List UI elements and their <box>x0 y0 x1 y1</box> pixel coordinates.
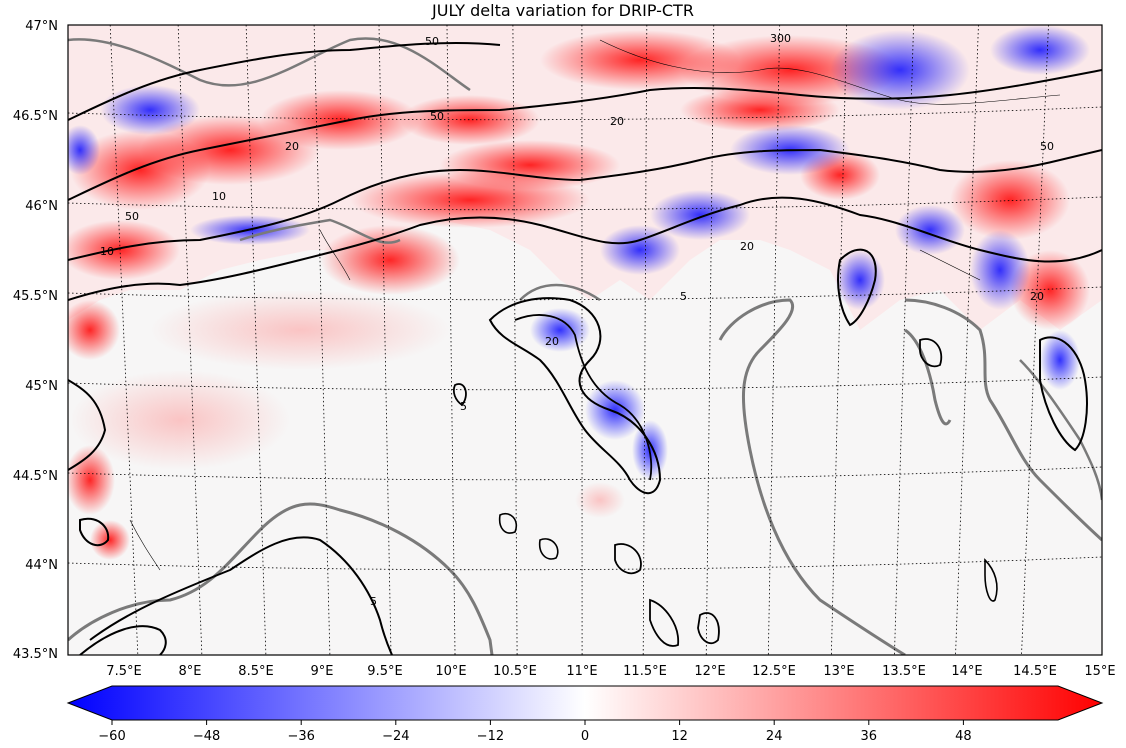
meridian-line <box>830 24 848 656</box>
colorbar-tick-label: 12 <box>671 729 688 744</box>
contour-label: 20 <box>545 335 559 348</box>
colorbar-tick-label: −36 <box>287 729 314 744</box>
lon-tick-label: 12.5°E <box>752 664 796 679</box>
lat-tick-label: 44°N <box>25 558 58 573</box>
contour-label: 20 <box>285 140 299 153</box>
lon-tick-label: 9.5°E <box>367 664 402 679</box>
meridian-line <box>512 24 518 656</box>
lon-tick-label: 10°E <box>435 664 466 679</box>
lon-tick-label: 10.5°E <box>493 664 537 679</box>
lon-tick-label: 9°E <box>311 664 334 679</box>
map-frame <box>67 24 1103 656</box>
lat-tick-label: 44.5°N <box>13 469 58 484</box>
contour-label: 50 <box>430 110 444 123</box>
colorbar-tick-label: −24 <box>382 729 409 744</box>
lon-tick-label: 8.5°E <box>238 664 273 679</box>
meridian-line <box>378 24 392 656</box>
contour-label: 20 <box>740 240 754 253</box>
contour-label: 300 <box>770 32 791 45</box>
colorbar-bar <box>66 685 1104 721</box>
contour-label: 5 <box>460 400 467 413</box>
meridian-line <box>109 24 139 656</box>
latitude-axis: 47°N 46.5°N 46°N 45.5°N 45°N 44.5°N 44°N… <box>13 19 58 662</box>
contour-label: 50 <box>425 35 439 48</box>
parallel-line <box>67 286 1103 301</box>
parallel-line <box>67 556 1103 571</box>
lat-tick-label: 45.5°N <box>13 289 58 304</box>
colorbar-tick-label: −12 <box>477 729 504 744</box>
colorbar-tick-label: 36 <box>861 729 878 744</box>
lon-tick-label: 7.5°E <box>106 664 141 679</box>
map-title: JULY delta variation for DRIP-CTR <box>432 1 694 20</box>
colorbar-tick-label: −48 <box>193 729 220 744</box>
contour-label: 10 <box>212 190 226 203</box>
contour-label-group: 5 5 5 10 10 20 20 20 20 20 50 50 50 50 3… <box>100 32 1054 608</box>
lon-tick-label: 12°E <box>694 664 725 679</box>
longitude-axis: 7.5°E 8°E 8.5°E 9°E 9.5°E 10°E 10.5°E 11… <box>106 664 1115 679</box>
colorbar-tick-label: 24 <box>766 729 783 744</box>
lon-tick-label: 13°E <box>823 664 854 679</box>
meridian-line <box>642 24 648 656</box>
meridian-line <box>705 24 715 656</box>
lon-tick-label: 11.5°E <box>623 664 667 679</box>
lon-tick-label: 8°E <box>179 664 202 679</box>
parallel-line <box>67 106 1103 121</box>
contour-label: 10 <box>100 245 114 258</box>
colorbar-tick-label: −60 <box>98 729 125 744</box>
meridian-line <box>1021 24 1049 656</box>
lat-tick-label: 47°N <box>25 19 58 34</box>
contour-label: 5 <box>370 595 377 608</box>
contour-label: 5 <box>680 290 687 303</box>
lon-tick-label: 13.5°E <box>882 664 926 679</box>
meridian-line <box>446 24 456 656</box>
parallel-line <box>67 196 1103 211</box>
lat-tick-label: 43.5°N <box>13 647 58 662</box>
contour-label: 20 <box>610 115 624 128</box>
colorbar: −60 −48 −36 −24 −12 0 12 24 36 48 <box>66 685 1104 744</box>
parallel-line <box>67 466 1103 481</box>
parallel-line <box>67 376 1103 391</box>
meridian-line <box>177 24 203 656</box>
lon-tick-label: 14°E <box>951 664 982 679</box>
meridian-line <box>313 24 331 656</box>
colorbar-tick-label: 0 <box>581 729 589 744</box>
contour-label: 20 <box>1030 290 1044 303</box>
lat-tick-label: 45°N <box>25 379 58 394</box>
lat-tick-label: 46°N <box>25 199 58 214</box>
colorbar-tick-label: 48 <box>955 729 972 744</box>
contour-label: 50 <box>1040 140 1054 153</box>
meridian-line <box>894 24 914 656</box>
meridian-line <box>767 24 781 656</box>
lon-tick-label: 14.5°E <box>1013 664 1057 679</box>
lon-tick-label: 15°E <box>1084 664 1115 679</box>
meridian-line <box>245 24 267 656</box>
graticule <box>67 24 1103 656</box>
colorbar-ticks: −60 −48 −36 −24 −12 0 12 24 36 48 <box>98 720 972 744</box>
anomaly-field: 5 5 5 10 10 20 20 20 20 20 50 50 50 50 3… <box>68 25 1102 655</box>
meridian-line <box>955 24 979 656</box>
contour-label: 50 <box>125 210 139 223</box>
lat-tick-label: 46.5°N <box>13 109 58 124</box>
lon-tick-label: 11°E <box>566 664 597 679</box>
